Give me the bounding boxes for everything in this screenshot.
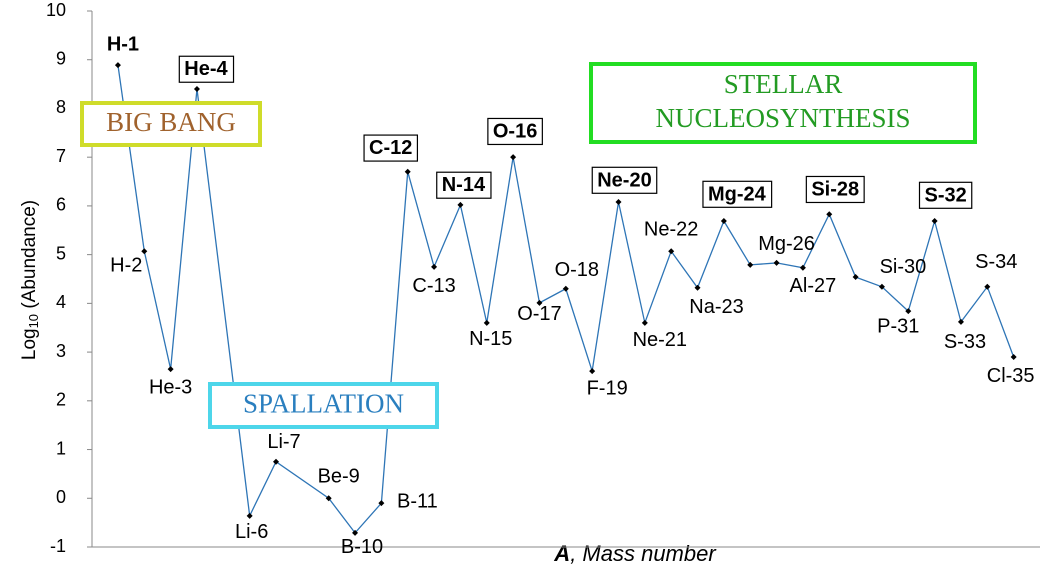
point-label: He-3 <box>149 376 192 398</box>
label-box <box>436 171 492 199</box>
annotation-box <box>80 101 262 147</box>
point-marker <box>352 529 359 536</box>
point-marker <box>167 366 174 373</box>
point-marker <box>193 85 200 92</box>
point-marker <box>457 201 464 208</box>
point-label: Mg-24 <box>708 183 767 205</box>
point-marker <box>325 495 332 502</box>
label-box <box>702 180 773 208</box>
y-tick-label: 1 <box>56 438 66 458</box>
point-label: He-4 <box>184 58 228 80</box>
point-label: P-31 <box>877 315 919 337</box>
point-label: C-13 <box>412 275 455 297</box>
y-tick-label: 10 <box>46 0 66 20</box>
point-marker <box>615 199 622 206</box>
annotation-box <box>589 62 977 144</box>
point-label: Si-28 <box>811 178 859 200</box>
point-marker <box>852 274 859 281</box>
point-marker <box>378 500 385 507</box>
point-marker <box>141 248 148 255</box>
y-label-suffix: (Abundance) <box>19 200 40 314</box>
point-label: C-12 <box>369 137 412 159</box>
point-label: H-2 <box>110 255 142 277</box>
point-label: S-34 <box>975 251 1017 273</box>
point-label: Na-23 <box>689 296 743 318</box>
point-marker <box>905 308 912 315</box>
point-marker <box>431 263 438 270</box>
y-tick-label: 5 <box>56 243 66 263</box>
point-marker <box>589 368 596 375</box>
point-marker <box>273 458 280 465</box>
point-label: Li-7 <box>267 431 300 453</box>
point-label: Ne-21 <box>633 329 687 351</box>
point-label: Mg-26 <box>758 233 815 255</box>
point-marker <box>984 283 991 290</box>
y-tick-label: 2 <box>56 390 66 410</box>
point-marker <box>694 284 701 291</box>
label-box <box>918 181 973 209</box>
y-tick-label: 8 <box>56 97 66 117</box>
y-tick-label: 3 <box>56 341 66 361</box>
label-box <box>178 55 235 83</box>
point-label: O-18 <box>555 259 599 281</box>
point-marker <box>562 285 569 292</box>
point-marker <box>641 319 648 326</box>
label-box <box>487 117 543 146</box>
point-marker <box>799 264 806 271</box>
x-label-symbol: A <box>553 541 570 566</box>
point-marker <box>668 248 675 255</box>
annotation-text: NUCLEOSYNTHESIS <box>655 103 910 133</box>
point-marker <box>747 261 754 268</box>
y-label-sub: 10 <box>26 314 41 328</box>
point-label: N-14 <box>442 174 486 196</box>
point-label: O-17 <box>517 303 561 325</box>
point-marker <box>404 168 411 175</box>
point-marker <box>510 154 517 161</box>
point-label: Si-30 <box>880 256 927 278</box>
point-label: S-32 <box>924 184 966 206</box>
point-marker <box>483 319 490 326</box>
point-marker <box>246 512 253 519</box>
x-axis-label: A, Mass number <box>553 541 717 566</box>
point-marker <box>826 211 833 218</box>
y-label-text: Log <box>19 328 40 360</box>
y-tick-label: 6 <box>56 195 66 215</box>
point-label: S-33 <box>944 331 986 353</box>
point-label: Be-9 <box>318 466 360 488</box>
point-label: B-10 <box>341 536 383 558</box>
point-marker <box>878 283 885 290</box>
y-tick-label: 0 <box>56 487 66 507</box>
label-box <box>363 134 419 162</box>
point-label: B-11 <box>397 490 438 512</box>
annotation-text: SPALLATION <box>243 389 404 419</box>
point-marker <box>114 62 121 69</box>
point-label: Li-6 <box>235 521 268 543</box>
y-axis-label: Log10 (Abundance) <box>19 200 41 360</box>
point-label: H-1 <box>107 33 139 55</box>
point-marker <box>1010 353 1017 360</box>
point-marker <box>773 259 780 266</box>
point-label: Ne-20 <box>597 169 651 191</box>
point-marker <box>720 218 727 225</box>
x-label-text: , Mass number <box>570 541 717 566</box>
point-label: Al-27 <box>790 275 837 297</box>
label-box <box>591 166 658 194</box>
y-tick-label: 4 <box>56 292 66 312</box>
point-label: N-15 <box>469 328 512 350</box>
y-tick-label: 7 <box>56 146 66 166</box>
point-label: O-16 <box>493 120 537 142</box>
point-label: Cl-35 <box>987 365 1035 387</box>
y-tick-label: -1 <box>50 536 66 556</box>
point-label: F-19 <box>587 377 628 399</box>
annotation-box <box>208 382 439 429</box>
annotation-text: STELLAR <box>724 69 843 99</box>
point-marker <box>931 218 938 225</box>
y-tick-label: 9 <box>56 48 66 68</box>
point-marker <box>957 318 964 325</box>
point-marker <box>536 299 543 306</box>
annotation-text: BIG BANG <box>106 107 236 137</box>
point-label: Ne-22 <box>644 219 698 241</box>
label-box <box>805 175 865 204</box>
